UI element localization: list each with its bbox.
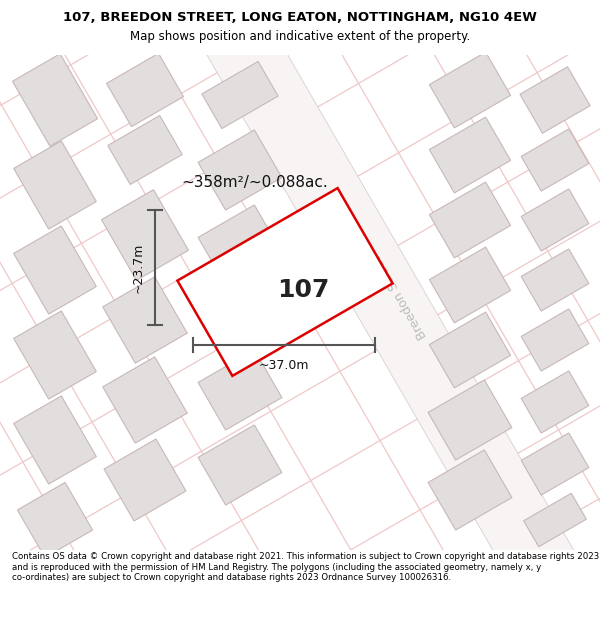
Polygon shape [521, 189, 589, 251]
Text: 107, BREEDON STREET, LONG EATON, NOTTINGHAM, NG10 4EW: 107, BREEDON STREET, LONG EATON, NOTTING… [63, 11, 537, 24]
Text: Breedon Street: Breedon Street [371, 253, 429, 341]
Text: ~37.0m: ~37.0m [259, 359, 309, 372]
Polygon shape [428, 380, 512, 460]
Polygon shape [17, 482, 92, 558]
Polygon shape [202, 61, 278, 129]
Polygon shape [198, 130, 282, 210]
Text: ~358m²/~0.088ac.: ~358m²/~0.088ac. [182, 174, 328, 189]
Polygon shape [521, 433, 589, 495]
Polygon shape [521, 129, 589, 191]
Text: ~23.7m: ~23.7m [132, 242, 145, 292]
Polygon shape [14, 226, 97, 314]
Polygon shape [198, 205, 282, 285]
Text: 107: 107 [277, 278, 329, 302]
Polygon shape [430, 312, 511, 388]
Polygon shape [178, 188, 392, 376]
Polygon shape [198, 350, 282, 430]
Polygon shape [59, 0, 600, 625]
Polygon shape [13, 54, 98, 146]
Polygon shape [430, 247, 511, 323]
Polygon shape [14, 141, 97, 229]
Polygon shape [199, 277, 281, 353]
Text: Map shows position and indicative extent of the property.: Map shows position and indicative extent… [130, 30, 470, 43]
Polygon shape [108, 116, 182, 184]
Polygon shape [430, 52, 511, 128]
Polygon shape [428, 450, 512, 530]
Polygon shape [430, 182, 511, 258]
Polygon shape [521, 249, 589, 311]
Polygon shape [520, 67, 590, 133]
Polygon shape [104, 439, 186, 521]
Polygon shape [198, 425, 282, 505]
Polygon shape [524, 493, 586, 547]
Text: Contains OS data © Crown copyright and database right 2021. This information is : Contains OS data © Crown copyright and d… [12, 552, 599, 582]
Polygon shape [101, 190, 188, 280]
Polygon shape [14, 396, 97, 484]
Polygon shape [103, 277, 187, 363]
Polygon shape [107, 53, 184, 127]
Polygon shape [430, 117, 511, 193]
Polygon shape [521, 371, 589, 433]
Polygon shape [103, 357, 187, 443]
Polygon shape [14, 311, 97, 399]
Polygon shape [521, 309, 589, 371]
